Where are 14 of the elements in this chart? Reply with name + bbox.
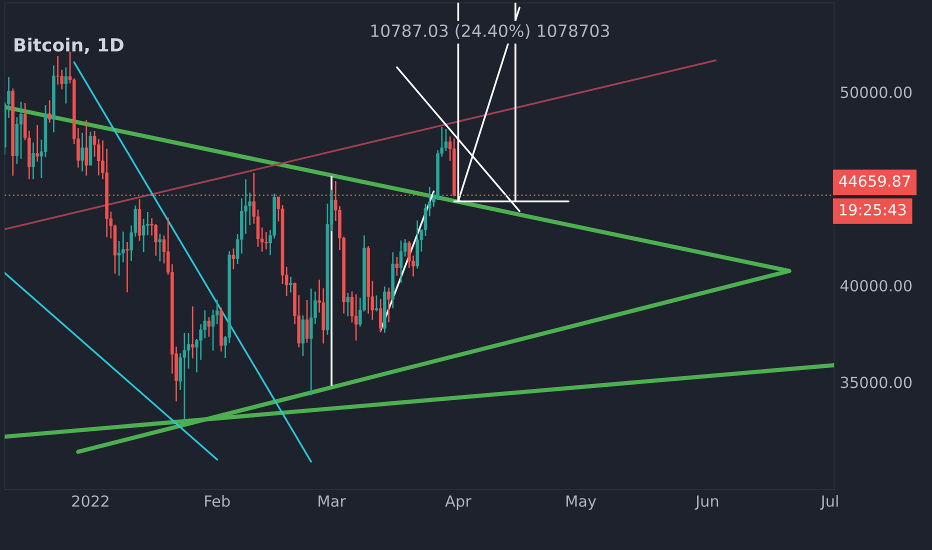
x-tick-label: 2022: [72, 495, 108, 507]
x-tick-label: Feb: [205, 495, 230, 507]
y-tick-label: 50000.00: [840, 86, 912, 98]
y-tick-label: 40000.00: [840, 280, 912, 292]
text: 19:25:43: [840, 204, 906, 216]
text: Bitcoin, 1D: [14, 38, 124, 54]
x-tick-label: Apr: [445, 496, 472, 510]
x-tick-label: Jun: [694, 496, 718, 510]
annotation: 10787.03 (24.40%) 1078703: [371, 24, 610, 40]
x-tick-label: Mar: [318, 496, 346, 507]
x-tick-label: May: [566, 496, 596, 510]
y-tick-label: 35000.00: [840, 376, 912, 388]
x-tick-label: Jul: [820, 495, 838, 510]
ref-line-label: 44659.87: [839, 175, 910, 187]
